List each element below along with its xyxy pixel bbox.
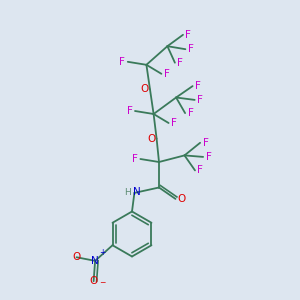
Text: F: F: [177, 58, 183, 68]
Text: F: F: [188, 44, 194, 54]
Text: F: F: [119, 57, 125, 67]
Text: F: F: [197, 95, 203, 105]
Text: O: O: [147, 134, 155, 144]
Text: F: F: [197, 165, 203, 176]
Text: F: F: [206, 152, 212, 162]
Text: H: H: [124, 188, 131, 197]
Text: +: +: [100, 248, 106, 257]
Text: F: F: [202, 138, 208, 148]
Text: F: F: [127, 106, 133, 116]
Text: N: N: [91, 256, 99, 266]
Text: F: F: [132, 154, 138, 164]
Text: O: O: [177, 194, 186, 204]
Text: O: O: [140, 84, 149, 94]
Text: F: F: [185, 30, 191, 40]
Text: F: F: [164, 69, 170, 79]
Text: F: F: [171, 118, 177, 128]
Text: F: F: [188, 108, 194, 118]
Text: N: N: [133, 187, 141, 197]
Text: O: O: [89, 276, 98, 286]
Text: F: F: [195, 81, 201, 91]
Text: O: O: [72, 252, 81, 262]
Text: −: −: [99, 278, 105, 287]
